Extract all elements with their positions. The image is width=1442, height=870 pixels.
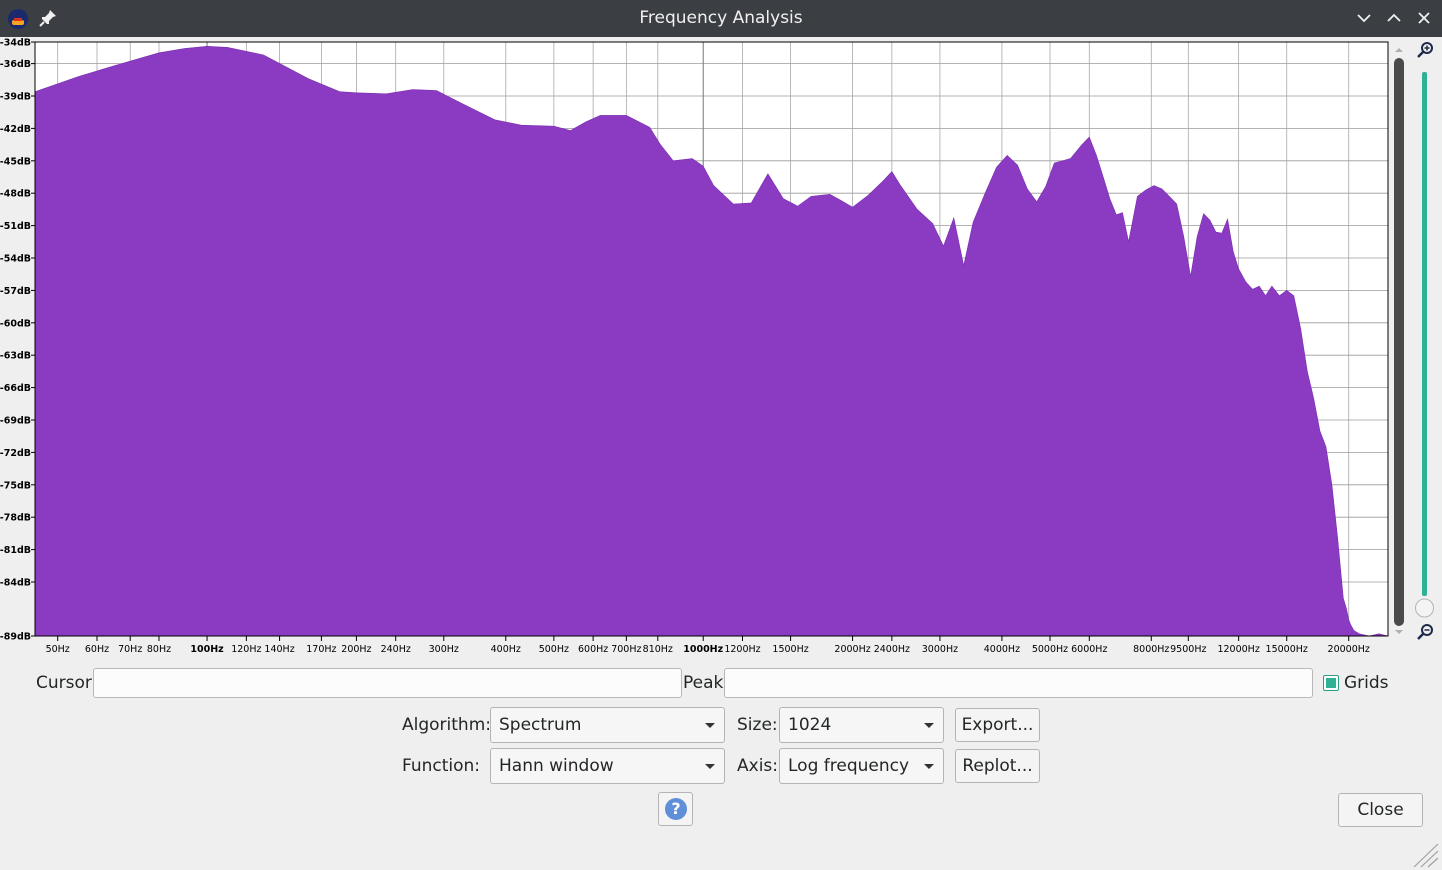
algorithm-label: Algorithm: [402, 715, 491, 735]
y-tick-label: -57dB [0, 286, 31, 297]
zoom-in-icon[interactable] [1417, 42, 1433, 58]
algorithm-value: Spectrum [499, 715, 582, 735]
scroll-thumb[interactable] [1394, 58, 1404, 626]
x-tick-label: 240Hz [381, 644, 411, 655]
x-tick-label: 5000Hz [1032, 644, 1068, 655]
grids-checkbox[interactable] [1323, 675, 1339, 691]
y-tick-label: -75dB [0, 480, 31, 491]
plot-border [34, 41, 1389, 637]
x-tick-label: 400Hz [491, 644, 521, 655]
resize-grip-icon[interactable] [1412, 842, 1440, 868]
x-tick-label: 810Hz [643, 644, 673, 655]
y-tick-label: -34dB [0, 38, 31, 49]
x-tick-label: 80Hz [147, 644, 171, 655]
x-tick-label: 2000Hz [834, 644, 870, 655]
chevron-down-icon[interactable] [1352, 6, 1376, 30]
frequency-spectrum-chart[interactable]: -34dB -36dB -39dB -42dB -45dB -48dB -51dB -54dB… [0, 37, 1442, 662]
x-tick-label: 1000Hz [683, 644, 723, 655]
size-value: 1024 [788, 715, 832, 735]
x-tick-label: 500Hz [539, 644, 569, 655]
y-tick-label: -69dB [0, 416, 31, 427]
x-tick-label: 70Hz [118, 644, 142, 655]
chevron-down-icon [705, 764, 715, 769]
window-title: Frequency Analysis [639, 8, 803, 28]
y-tick-label: -51dB [0, 221, 31, 232]
x-tick-label: 8000Hz [1133, 644, 1169, 655]
y-tick-label: -36dB [0, 59, 31, 70]
x-tick-label: 2400Hz [874, 644, 910, 655]
help-button[interactable]: ? [658, 792, 693, 826]
x-tick-label: 6000Hz [1071, 644, 1107, 655]
x-tick-label: 50Hz [46, 644, 70, 655]
replot-button[interactable]: Replot... [955, 749, 1040, 783]
x-tick-label: 120Hz [231, 644, 261, 655]
x-tick-label: 600Hz [578, 644, 608, 655]
x-tick-label: 300Hz [429, 644, 459, 655]
spectrum-plot-area: -34dB -36dB -39dB -42dB -45dB -48dB -51dB -54dB… [0, 37, 1442, 662]
x-tick-label: 3000Hz [922, 644, 958, 655]
x-tick-label: 700Hz [611, 644, 641, 655]
x-tick-label: 60Hz [85, 644, 109, 655]
x-tick-label: 1200Hz [724, 644, 760, 655]
zoom-slider[interactable] [1410, 40, 1442, 644]
x-tick-label: 1500Hz [772, 644, 808, 655]
x-tick-label: 170Hz [306, 644, 336, 655]
grids-label[interactable]: Grids [1344, 673, 1389, 693]
help-icon: ? [665, 798, 687, 820]
y-tick-label: -39dB [0, 92, 31, 103]
x-tick-label: 200Hz [341, 644, 371, 655]
chevron-down-icon [705, 723, 715, 728]
grids-checkbox-mark [1326, 678, 1336, 688]
zoom-out-icon[interactable] [1417, 624, 1433, 640]
function-label: Function: [402, 756, 481, 776]
chevron-down-icon [924, 723, 934, 728]
y-tick-label: -45dB [0, 156, 31, 167]
x-tick-label: 15000Hz [1266, 644, 1308, 655]
vertical-scrollbar[interactable] [1389, 42, 1409, 642]
y-tick-label: -63dB [0, 351, 31, 362]
export-button[interactable]: Export... [955, 708, 1040, 742]
close-icon[interactable] [1412, 6, 1436, 30]
audacity-logo-icon[interactable] [6, 6, 30, 30]
y-tick-label: -78dB [0, 513, 31, 524]
x-tick-label: 140Hz [264, 644, 294, 655]
x-tick-label: 9500Hz [1170, 644, 1206, 655]
zoom-slider-handle[interactable] [1415, 598, 1434, 618]
y-tick-label: -84dB [0, 578, 31, 589]
scroll-down-arrow[interactable] [1395, 630, 1403, 634]
algorithm-select[interactable]: Spectrum [490, 707, 725, 743]
axis-value: Log frequency [788, 756, 910, 776]
axis-select[interactable]: Log frequency [779, 748, 944, 784]
y-tick-label: -54dB [0, 254, 31, 265]
title-bar: Frequency Analysis [0, 0, 1442, 37]
chevron-up-icon[interactable] [1382, 6, 1406, 30]
scroll-up-arrow[interactable] [1395, 48, 1403, 52]
peak-label: Peak: [683, 673, 730, 693]
function-value: Hann window [499, 756, 614, 776]
function-select[interactable]: Hann window [490, 748, 725, 784]
x-tick-label: 12000Hz [1217, 644, 1259, 655]
y-tick-label: -89dB [0, 632, 31, 643]
zoom-slider-track[interactable] [1422, 72, 1427, 596]
pin-icon[interactable] [36, 6, 60, 30]
y-tick-label: -72dB [0, 448, 31, 459]
chevron-down-icon [924, 764, 934, 769]
y-tick-label: -42dB [0, 124, 31, 135]
x-tick-label: 100Hz [190, 644, 224, 655]
peak-field[interactable] [724, 668, 1313, 698]
y-tick-label: -66dB [0, 383, 31, 394]
x-tick-label: 20000Hz [1328, 644, 1370, 655]
axis-label: Axis: [737, 756, 778, 776]
y-tick-label: -60dB [0, 318, 31, 329]
y-tick-label: -48dB [0, 189, 31, 200]
cursor-field[interactable] [93, 668, 682, 698]
size-select[interactable]: 1024 [779, 707, 944, 743]
x-tick-label: 4000Hz [984, 644, 1020, 655]
cursor-label: Cursor: [36, 673, 98, 693]
size-label: Size: [737, 715, 778, 735]
y-tick-label: -81dB [0, 545, 31, 556]
close-button[interactable]: Close [1338, 793, 1423, 827]
spectrum-area [34, 45, 1389, 637]
